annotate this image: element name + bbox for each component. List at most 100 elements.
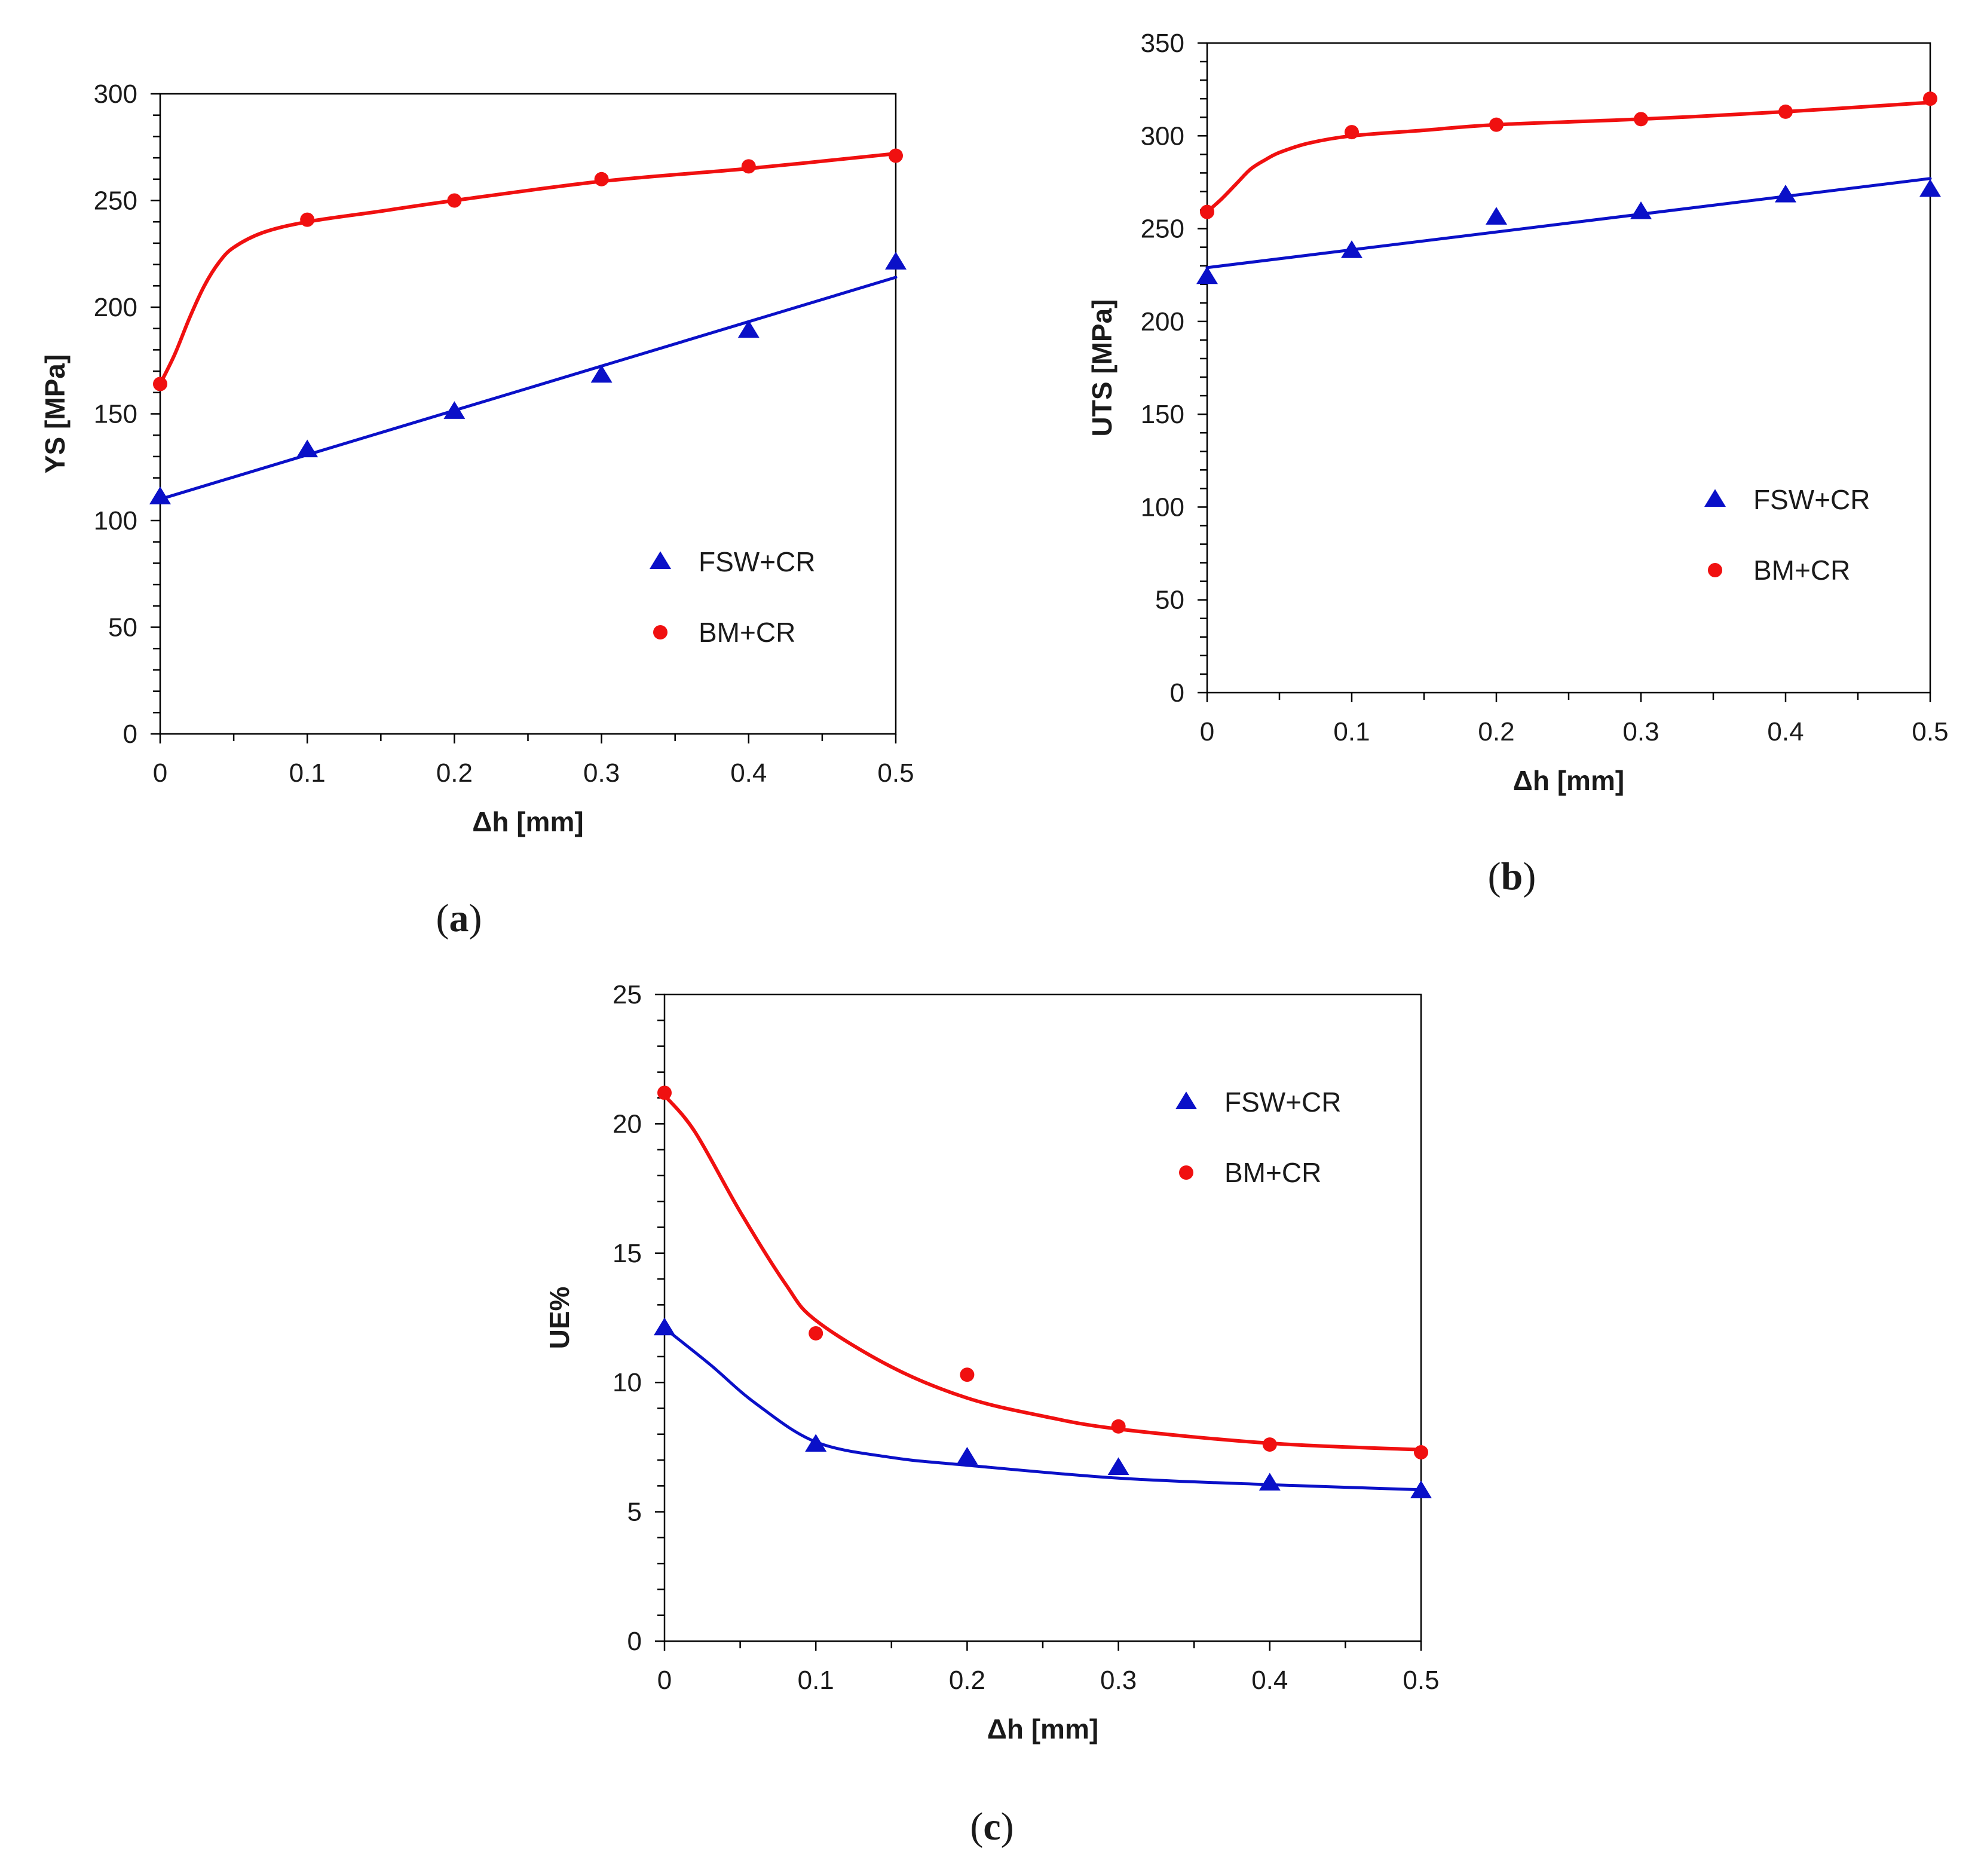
y-axis-label: UTS [MPa]	[1086, 299, 1117, 437]
x-tick-label: 0.3	[1100, 1666, 1137, 1695]
data-point-bm	[1634, 112, 1648, 127]
data-point-bm	[960, 1367, 975, 1382]
legend-entry-fsw: FSW+CR	[1704, 484, 1870, 515]
data-point-fsw	[296, 439, 319, 458]
series-bm	[153, 148, 903, 391]
data-point-fsw	[443, 401, 466, 419]
y-tick-label: 50	[108, 613, 137, 642]
data-point-bm	[1414, 1445, 1428, 1460]
legend-entry-bm: BM+CR	[1708, 555, 1850, 586]
series-fsw	[149, 252, 907, 504]
legend-marker	[653, 625, 668, 639]
chart-c: 0 0.1 0.2 0.3 0.4 0.5 0 5 10 15 20 25 Δh [mm] UE% FSW+…	[544, 980, 1440, 1849]
legend-label: BM+CR	[699, 617, 795, 648]
data-point-bm	[1923, 91, 1937, 106]
x-axis-label: Δh [mm]	[987, 1713, 1098, 1745]
y-tick-label: 5	[627, 1498, 642, 1527]
data-point-bm	[889, 148, 903, 163]
data-point-fsw	[956, 1447, 978, 1465]
data-point-bm	[1200, 204, 1214, 219]
legend-label: FSW+CR	[1224, 1087, 1342, 1118]
x-tick-label: 0.2	[1478, 717, 1514, 746]
x-tick-label: 0	[657, 1666, 672, 1695]
x-tick-label: 0.1	[1333, 717, 1370, 746]
y-tick-label: 15	[613, 1239, 642, 1268]
y-tick-label: 200	[94, 293, 137, 322]
x-tick-label: 0.4	[1767, 717, 1804, 746]
y-tick-label: 200	[1141, 307, 1184, 336]
series-fsw	[1196, 177, 1941, 284]
panel-letter: a	[449, 896, 469, 940]
x-tick-label: 0.4	[1251, 1666, 1288, 1695]
data-point-fsw	[1919, 179, 1941, 197]
data-point-fsw	[1341, 240, 1362, 258]
legend-label: BM+CR	[1224, 1157, 1321, 1188]
legend-entry-fsw: FSW+CR	[650, 546, 816, 577]
panel-caption: (b)	[1488, 855, 1536, 898]
data-point-fsw	[1486, 207, 1507, 225]
y-tick-label: 50	[1155, 586, 1184, 615]
panel-letter: c	[983, 1805, 1000, 1849]
data-point-bm	[300, 212, 315, 227]
y-tick-label: 20	[613, 1109, 642, 1139]
data-point-bm	[1778, 104, 1793, 119]
data-point-bm	[1489, 117, 1504, 132]
y-tick-label: 250	[94, 186, 137, 216]
y-tick-label: 300	[94, 79, 137, 109]
data-point-bm	[153, 377, 167, 391]
x-tick-label: 0.1	[798, 1666, 834, 1695]
x-axis-label: Δh [mm]	[1513, 765, 1624, 796]
legend-label: FSW+CR	[699, 546, 816, 577]
data-point-fsw	[1107, 1457, 1129, 1475]
y-tick-label: 25	[613, 980, 642, 1009]
x-tick-label: 0.5	[1912, 717, 1948, 746]
x-axis: 0 0.1 0.2 0.3 0.4 0.5	[1200, 693, 1949, 746]
legend-marker	[650, 551, 671, 569]
data-point-bm	[1345, 125, 1359, 140]
y-tick-label: 150	[94, 400, 137, 429]
x-tick-label: 0.5	[877, 758, 914, 788]
x-tick-label: 0.2	[436, 758, 473, 788]
x-tick-label: 0.1	[289, 758, 326, 788]
panel-caption: (a)	[436, 896, 482, 940]
y-axis-label: YS [MPa]	[39, 354, 71, 473]
legend-marker	[1179, 1165, 1193, 1180]
data-point-bm	[1111, 1419, 1126, 1434]
data-point-fsw	[805, 1434, 827, 1452]
trend-line-fsw	[663, 1326, 1423, 1492]
x-tick-label: 0.4	[730, 758, 767, 788]
trend-line-bm	[663, 1093, 1423, 1452]
panel-caption: (c)	[970, 1805, 1014, 1849]
chart-b: 0 0.1 0.2 0.3 0.4 0.5 0 50 100 150 200 250 300 350 Δh …	[1086, 29, 1949, 898]
data-point-bm	[741, 159, 756, 174]
data-point-bm	[809, 1326, 823, 1341]
y-tick-label: 150	[1141, 400, 1184, 429]
legend-entry-bm: BM+CR	[653, 617, 795, 648]
data-point-fsw	[1410, 1480, 1432, 1498]
trend-line-fsw	[1205, 177, 1932, 270]
x-tick-label: 0.3	[583, 758, 620, 788]
series-bm	[1200, 91, 1937, 219]
chart-a: 0 0.1 0.2 0.3 0.4 0.5 0 50 100 150 200 250 300 Δh [mm…	[39, 79, 914, 940]
data-point-bm	[594, 172, 609, 186]
x-tick-label: 0.3	[1622, 717, 1659, 746]
y-axis: 0 50 100 150 200 250 300	[94, 79, 160, 749]
y-tick-label: 300	[1141, 121, 1184, 151]
panel-letter: b	[1501, 855, 1523, 898]
data-point-fsw	[1196, 266, 1218, 284]
data-point-fsw	[885, 252, 907, 270]
data-point-bm	[657, 1085, 672, 1100]
legend-entry-bm: BM+CR	[1179, 1157, 1321, 1188]
y-tick-label: 10	[613, 1368, 642, 1397]
data-point-fsw	[654, 1317, 675, 1336]
y-axis: 0 5 10 15 20 25	[613, 980, 665, 1656]
data-point-fsw	[1775, 184, 1796, 203]
x-axis: 0 0.1 0.2 0.3 0.4 0.5	[657, 1641, 1440, 1695]
y-tick-label: 100	[94, 506, 137, 535]
legend-label: FSW+CR	[1753, 484, 1870, 515]
legend-marker	[1704, 489, 1726, 507]
data-point-bm	[447, 193, 462, 208]
x-axis-label: Δh [mm]	[472, 806, 583, 837]
series-bm	[657, 1085, 1428, 1460]
